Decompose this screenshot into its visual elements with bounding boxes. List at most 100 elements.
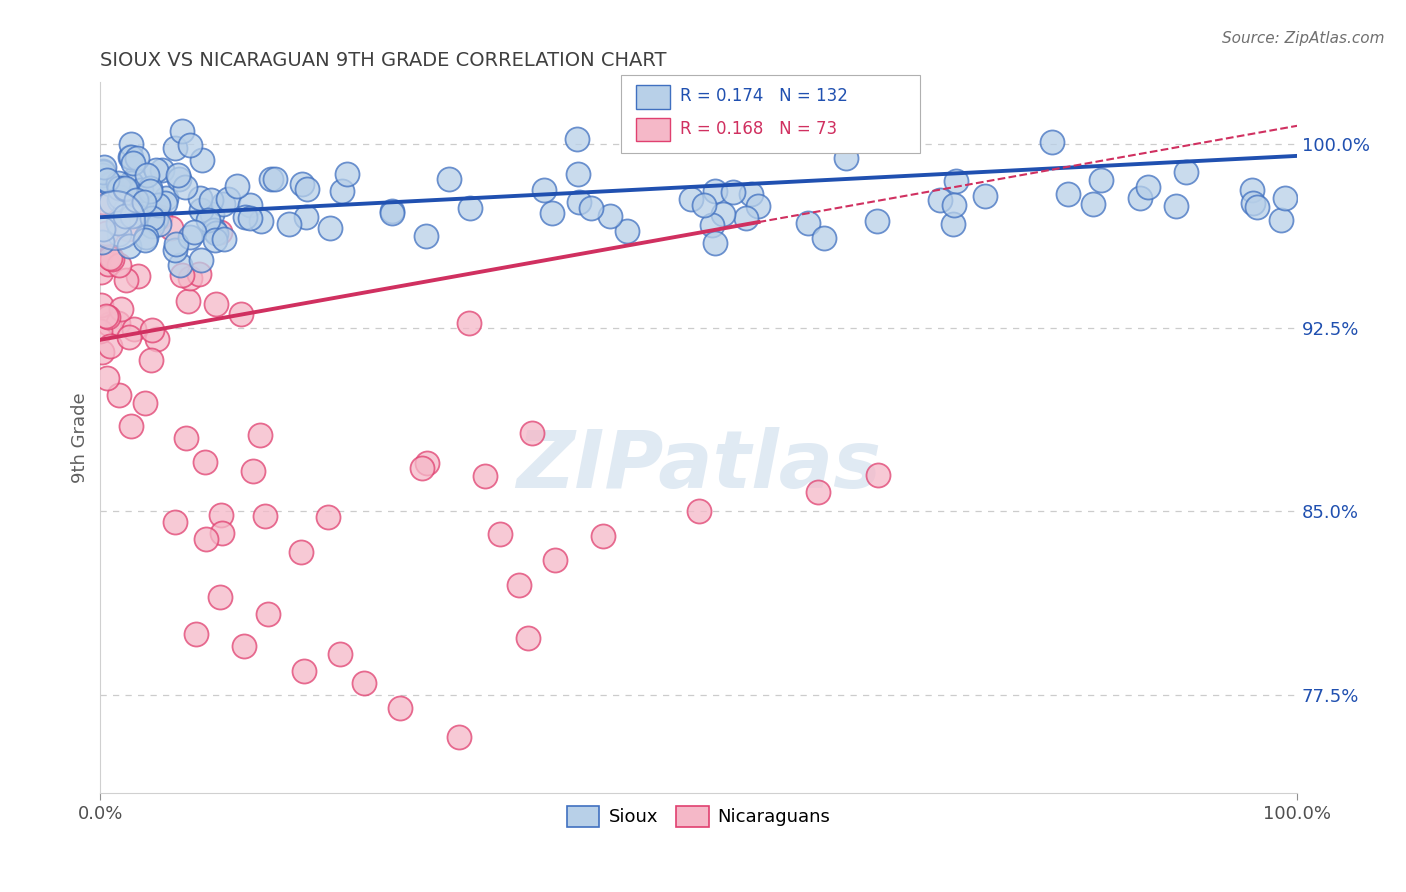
Point	[100, 252, 122, 266]
Point	[134, 395, 156, 409]
Point	[108, 388, 131, 402]
Point	[149, 210, 172, 224]
Point	[169, 259, 191, 273]
Point	[1166, 199, 1188, 213]
Text: Source: ZipAtlas.com: Source: ZipAtlas.com	[1222, 31, 1385, 46]
Point	[115, 208, 138, 222]
Point	[108, 259, 131, 273]
Point	[449, 730, 471, 744]
Point	[127, 151, 149, 165]
Point	[167, 168, 190, 182]
FancyBboxPatch shape	[637, 86, 671, 109]
Point	[114, 209, 136, 223]
Point	[173, 180, 195, 194]
Point	[160, 221, 183, 235]
Point	[121, 209, 143, 223]
Point	[943, 198, 966, 212]
Point	[295, 182, 318, 196]
Point	[177, 294, 200, 309]
Point	[474, 469, 496, 483]
Point	[141, 323, 163, 337]
Point	[98, 339, 121, 353]
Point	[145, 163, 167, 178]
Point	[134, 233, 156, 247]
Point	[107, 176, 129, 190]
Point	[201, 207, 224, 221]
Point	[568, 194, 591, 209]
Point	[723, 186, 745, 200]
Point	[107, 227, 129, 242]
Point	[125, 194, 148, 208]
Point	[533, 183, 555, 197]
Point	[90, 265, 112, 279]
Text: R = 0.168   N = 73: R = 0.168 N = 73	[679, 120, 837, 137]
Point	[121, 156, 143, 170]
Point	[114, 181, 136, 195]
Point	[704, 184, 727, 198]
Point	[120, 150, 142, 164]
Point	[616, 224, 638, 238]
Point	[250, 214, 273, 228]
Point	[194, 455, 217, 469]
Point	[1241, 195, 1264, 210]
Point	[1270, 213, 1292, 227]
Point	[120, 418, 142, 433]
Point	[489, 527, 512, 541]
Point	[1129, 191, 1152, 205]
Point	[194, 532, 217, 546]
Point	[110, 301, 132, 316]
Point	[1240, 183, 1263, 197]
Point	[135, 168, 157, 182]
Point	[184, 627, 207, 641]
Point	[91, 235, 114, 249]
Point	[135, 230, 157, 244]
Point	[508, 578, 530, 592]
Point	[98, 249, 121, 263]
Point	[141, 352, 163, 367]
Point	[437, 171, 460, 186]
Point	[179, 138, 201, 153]
Point	[233, 210, 256, 224]
Point	[97, 257, 120, 271]
Point	[388, 700, 411, 714]
Point	[129, 183, 152, 197]
Point	[91, 168, 114, 182]
Point	[592, 529, 614, 543]
Point	[1175, 165, 1198, 179]
Point	[290, 178, 312, 192]
Point	[330, 184, 353, 198]
Point	[1057, 187, 1080, 202]
Point	[242, 464, 264, 478]
Point	[458, 201, 481, 215]
Point	[257, 607, 280, 622]
Point	[1136, 179, 1159, 194]
Point	[942, 217, 965, 231]
Point	[217, 192, 239, 206]
Point	[90, 298, 112, 312]
Point	[91, 222, 114, 236]
Point	[411, 460, 433, 475]
Point	[97, 310, 120, 324]
Point	[96, 173, 118, 187]
Point	[740, 187, 762, 202]
Point	[90, 345, 112, 359]
Point	[118, 239, 141, 253]
Point	[1274, 191, 1296, 205]
Y-axis label: 9th Grade: 9th Grade	[72, 392, 89, 483]
Point	[209, 508, 232, 522]
Point	[100, 194, 122, 209]
Point	[1040, 135, 1063, 149]
Point	[520, 425, 543, 440]
Point	[190, 253, 212, 268]
Point	[187, 267, 209, 281]
Point	[146, 198, 169, 212]
Point	[212, 197, 235, 211]
Point	[517, 632, 540, 646]
Point	[169, 171, 191, 186]
Point	[807, 484, 830, 499]
Text: ZIPatlas: ZIPatlas	[516, 427, 882, 505]
Point	[120, 136, 142, 151]
Point	[94, 227, 117, 241]
Point	[679, 192, 702, 206]
Point	[567, 167, 589, 181]
